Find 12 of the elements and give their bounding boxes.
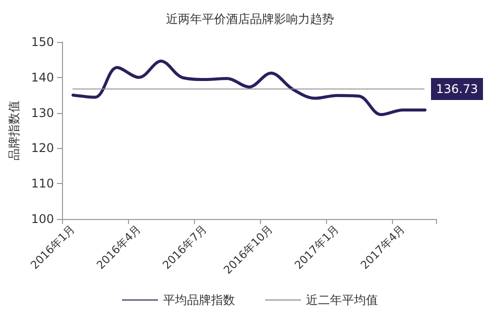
y-tick-label: 100 [31,212,54,226]
y-tick-label: 110 [31,176,54,191]
y-tick-label: 150 [31,35,54,49]
y-tick-label: 140 [31,70,54,84]
line-series [72,60,426,116]
data-label: 136.73 [436,82,478,96]
legend-label: 平均品牌指数 [163,293,235,307]
y-tick-label: 120 [31,141,54,156]
legend-label: 近二年平均值 [306,293,378,307]
y-tick-label: 130 [31,106,54,120]
chart-title: 近两年平价酒店品牌影响力趋势 [166,12,334,26]
y-axis-title: 品牌指数值 [7,100,22,160]
